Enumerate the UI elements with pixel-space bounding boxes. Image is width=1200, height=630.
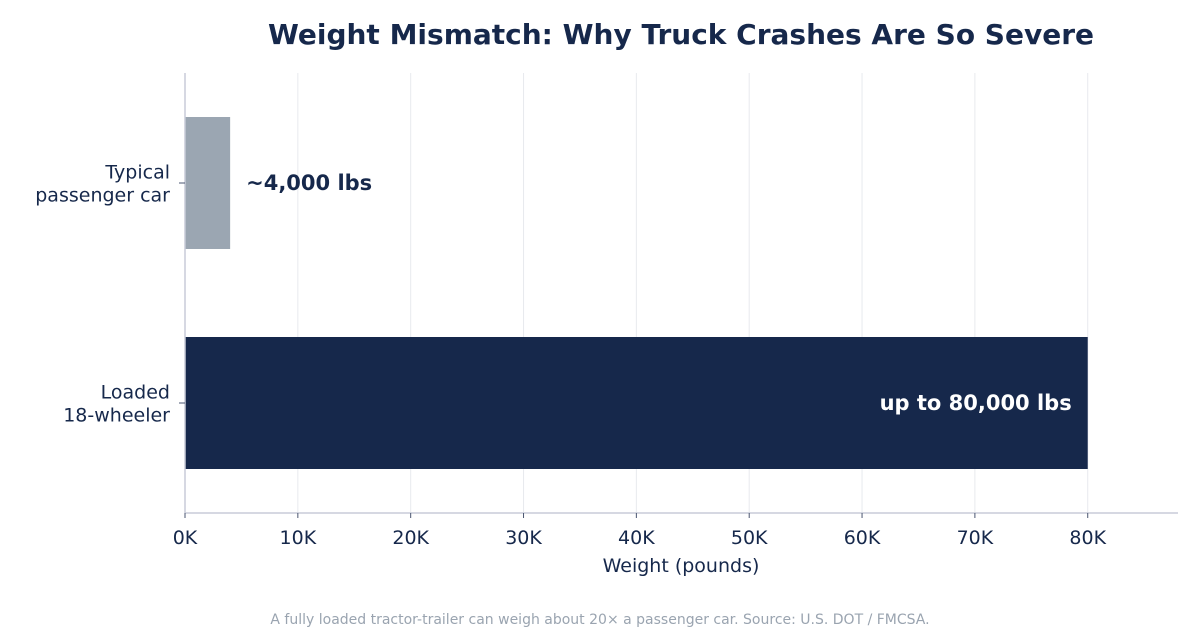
x-axis-ticks: 0K 10K 20K 30K 40K 50K 60K 70K 80K	[173, 513, 1107, 549]
data-label: ~4,000 lbs	[246, 171, 372, 195]
x-axis-title: Weight (pounds)	[603, 555, 760, 577]
x-tick-label: 40K	[618, 527, 655, 549]
category-label: 18-wheeler	[63, 405, 170, 427]
x-tick-label: 50K	[731, 527, 768, 549]
footnote: A fully loaded tractor-trailer can weigh…	[270, 612, 929, 628]
axes	[184, 73, 1178, 514]
x-tick-label: 70K	[957, 527, 994, 549]
category-label: Loaded	[101, 382, 170, 404]
x-tick-label: 20K	[392, 527, 429, 549]
bars	[185, 117, 1088, 469]
category-label: Typical	[104, 162, 170, 184]
x-tick-label: 0K	[173, 527, 198, 549]
data-label: up to 80,000 lbs	[880, 391, 1072, 415]
category-label: passenger car	[35, 185, 170, 207]
x-tick-label: 10K	[280, 527, 317, 549]
data-labels: ~4,000 lbs up to 80,000 lbs	[246, 171, 1072, 415]
gridlines	[297, 73, 1089, 513]
x-tick-label: 60K	[844, 527, 881, 549]
bar-1	[185, 337, 1088, 469]
x-tick-label: 30K	[505, 527, 542, 549]
bar-0	[185, 117, 231, 249]
chart-title: Weight Mismatch: Why Truck Crashes Are S…	[268, 18, 1094, 51]
x-tick-label: 80K	[1069, 527, 1106, 549]
